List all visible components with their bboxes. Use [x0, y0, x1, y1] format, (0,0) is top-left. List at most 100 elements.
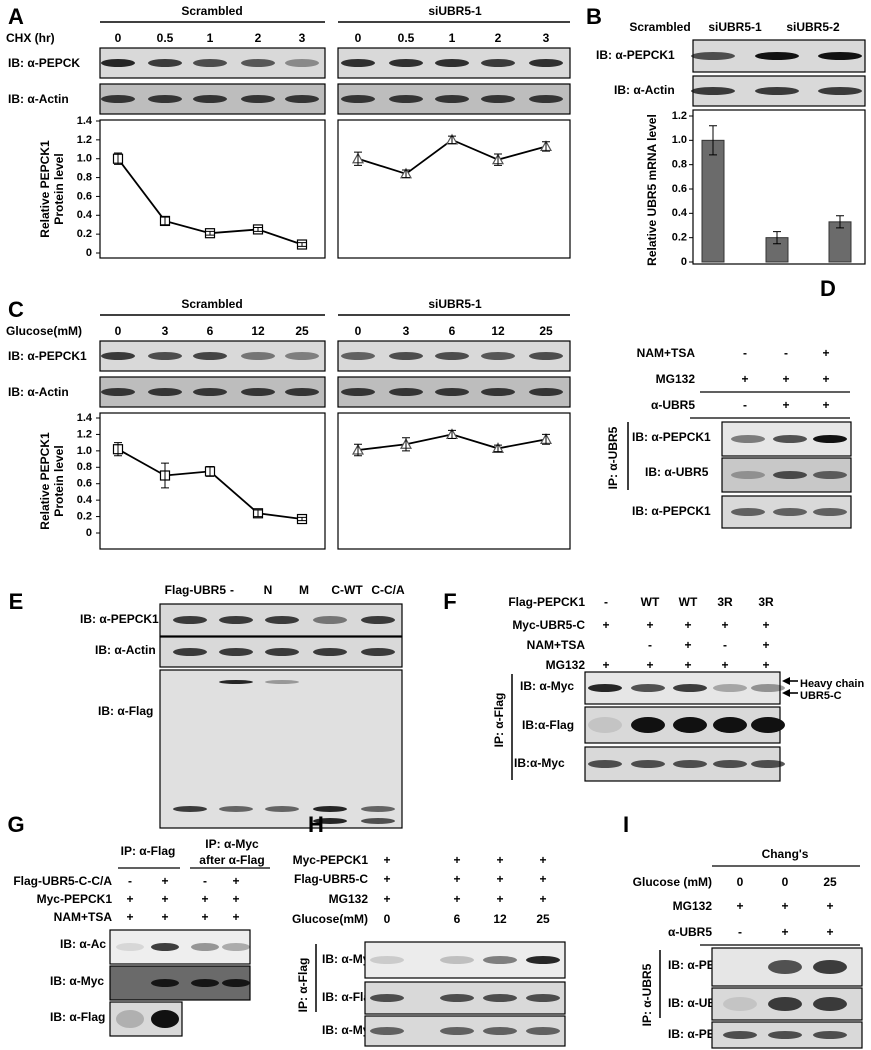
- panel-letter: E: [9, 589, 24, 614]
- blot-band: [361, 806, 395, 812]
- blot-band: [313, 806, 347, 812]
- row-label: Flag-UBR5-C-C/A: [13, 874, 112, 888]
- arrowhead: [782, 677, 790, 685]
- blot-band: [529, 59, 563, 67]
- y-tick-label: 1.4: [77, 412, 93, 424]
- lane-label: C-WT: [331, 583, 363, 597]
- error-bar: [354, 443, 362, 457]
- label: Scrambled: [181, 297, 242, 311]
- header: IP: α-Flag: [121, 844, 176, 858]
- blot-band: [731, 435, 765, 443]
- panel-letter: F: [443, 589, 456, 614]
- blot-label: IB: α-Flag: [322, 990, 377, 1004]
- blot-band: [265, 680, 299, 684]
- lane-label: 3: [299, 31, 306, 45]
- lane-label: 0: [355, 31, 362, 45]
- y-tick-label: 0.4: [77, 209, 93, 221]
- row-mark: +: [161, 910, 168, 924]
- blot-band: [265, 806, 299, 812]
- row-mark: +: [602, 658, 609, 672]
- y-axis-label: Relative PEPCK1: [38, 140, 52, 238]
- row-label: MG132: [673, 899, 713, 913]
- blot-label: IB: α-UBR5: [645, 465, 709, 479]
- blot: [159, 669, 403, 829]
- row-label: α-UBR5: [668, 925, 712, 939]
- y-tick-label: 0.2: [77, 228, 92, 240]
- row-mark: +: [496, 853, 503, 867]
- row-mark: +: [781, 925, 788, 939]
- blot-label: IB: α-Myc: [322, 1023, 376, 1037]
- blot: [109, 929, 251, 965]
- error-bar: [402, 169, 410, 179]
- blot-band: [219, 680, 253, 684]
- blot-band: [370, 1027, 404, 1035]
- blot-band: [673, 684, 707, 692]
- blot-band: [588, 684, 622, 692]
- blot-band: [755, 52, 799, 60]
- blot-band: [389, 352, 423, 360]
- blot-label: IB: α-Actin: [8, 385, 69, 399]
- panel-letter: C: [8, 297, 24, 322]
- row-label: Glucose (mM): [633, 875, 712, 889]
- blot-band: [481, 352, 515, 360]
- row-mark: WT: [679, 595, 698, 609]
- blot-band: [389, 59, 423, 67]
- row-mark: -: [784, 346, 788, 360]
- header: IP: α-Myc: [205, 837, 259, 851]
- y-tick-label: 1.2: [77, 428, 92, 440]
- blot-band: [529, 388, 563, 396]
- blot-band: [361, 648, 395, 656]
- arrowhead: [782, 689, 790, 697]
- label: CHX (hr): [6, 31, 55, 45]
- blot-label: IB: α-PEPCK1: [80, 612, 159, 626]
- blot-band: [389, 388, 423, 396]
- row-mark: +: [232, 874, 239, 888]
- blot-band: [222, 979, 250, 987]
- row-mark: -: [743, 398, 747, 412]
- blot-label: IB: α-PEPCK1: [596, 48, 675, 62]
- ip-label: IP: α-Flag: [492, 693, 506, 748]
- error-bar: [298, 516, 306, 522]
- blot-band: [193, 388, 227, 396]
- row-mark: +: [684, 618, 691, 632]
- blot-band: [773, 471, 807, 479]
- error-bar: [542, 141, 550, 152]
- lane-label: 0: [115, 324, 122, 338]
- row-mark: -: [743, 346, 747, 360]
- row-mark: +: [822, 346, 829, 360]
- blot-band: [526, 994, 560, 1002]
- lane-label: 3: [543, 31, 550, 45]
- row-mark: 0: [384, 912, 391, 926]
- error-bar: [354, 151, 362, 166]
- row-mark: 0: [782, 875, 789, 889]
- lane-label: 6: [449, 324, 456, 338]
- blot-band: [193, 352, 227, 360]
- blot-band: [440, 994, 474, 1002]
- blot-band: [191, 943, 219, 951]
- panel-letter: A: [8, 4, 24, 29]
- blot-band: [341, 59, 375, 67]
- error-bar: [448, 135, 456, 145]
- y-tick-label: 0: [86, 527, 92, 539]
- row-mark: +: [741, 372, 748, 386]
- ip-label: IP: α-Flag: [296, 958, 310, 1013]
- blot-band: [101, 352, 135, 360]
- blot-band: [483, 956, 517, 964]
- blot-band: [813, 508, 847, 516]
- row-mark: -: [604, 595, 608, 609]
- row-label: Myc-UBR5-C: [512, 618, 585, 632]
- row-mark: +: [602, 618, 609, 632]
- panel-letter: D: [820, 276, 836, 301]
- blot-band: [731, 508, 765, 516]
- y-tick-label: 0.2: [672, 232, 687, 244]
- blot-band: [588, 717, 622, 733]
- lane-label: Scrambled: [629, 20, 690, 34]
- lane-label: 25: [295, 324, 309, 338]
- blot-label: IB:α-Flag: [522, 718, 574, 732]
- panel-letter: B: [586, 4, 602, 29]
- row-mark: +: [539, 853, 546, 867]
- error-bar: [254, 509, 262, 518]
- lane-label: 3: [403, 324, 410, 338]
- y-tick-label: 1.0: [77, 153, 92, 165]
